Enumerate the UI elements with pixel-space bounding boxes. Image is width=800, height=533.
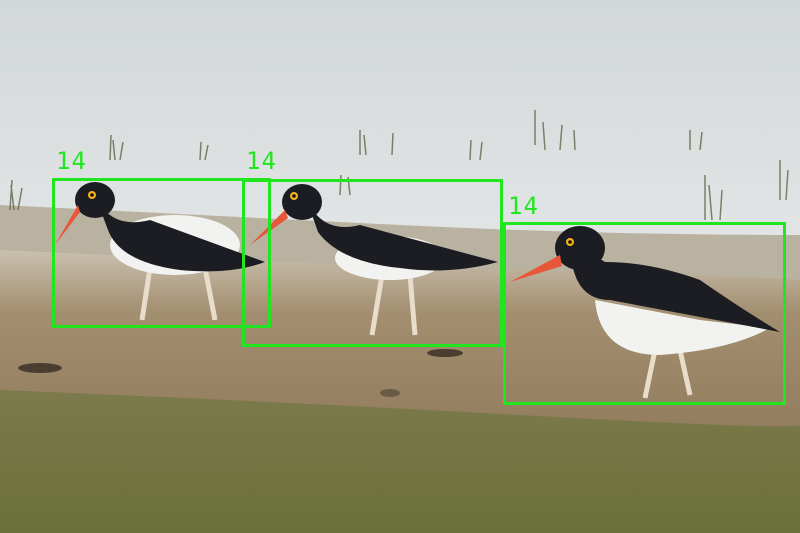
detection-box	[52, 178, 271, 328]
detection-box	[503, 222, 786, 405]
oystercatcher-1	[55, 182, 265, 321]
grass	[0, 390, 800, 533]
oystercatcher-3	[510, 226, 780, 399]
detection-label: 14	[508, 192, 539, 220]
oystercatcher-2	[250, 184, 498, 336]
detection-box	[242, 179, 503, 347]
water-grass	[9, 110, 789, 221]
detection-label: 14	[246, 147, 277, 175]
detection-label: 14	[56, 147, 87, 175]
